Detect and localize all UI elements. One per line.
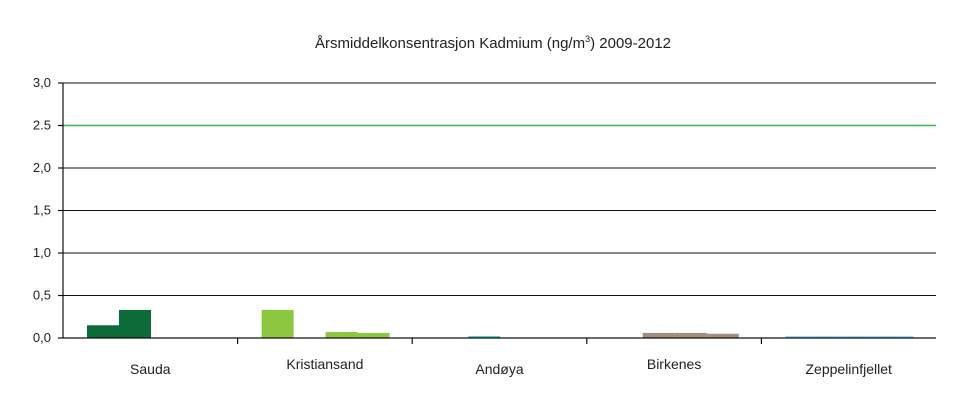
bar (119, 309, 151, 338)
bar (357, 332, 390, 338)
bars (87, 309, 914, 338)
bar (785, 336, 818, 338)
y-tick-labels: 0,0 0,5 1,0 1,5 2,0 2.5 3,0 (33, 75, 51, 345)
bar (849, 336, 882, 338)
bar (325, 332, 358, 338)
category-labels: Sauda Kristiansand Andøya Birkenes Zeppelinf… (130, 356, 892, 377)
category-label: Andøya (475, 361, 523, 377)
y-tick-label: 1,0 (33, 245, 51, 260)
bar (642, 332, 675, 338)
bar (468, 336, 501, 338)
chart-title-superscript: 3 (585, 34, 590, 44)
chart-title-main: Årsmiddelkonsentrasjon Kadmium (ng/m (315, 35, 585, 52)
bar (817, 336, 850, 338)
bar (881, 336, 914, 338)
chart-title: Årsmiddelkonsentrasjon Kadmium (ng/m3) 2… (315, 34, 671, 52)
category-label: Kristiansand (286, 356, 363, 372)
gridlines (63, 82, 936, 296)
y-tick-label: 0,5 (33, 288, 51, 303)
y-tick-label: 3,0 (33, 75, 51, 90)
axes (58, 82, 936, 344)
category-label: Zeppelinfjellet (806, 361, 892, 377)
category-label: Birkenes (647, 356, 701, 372)
y-tick-label: 1,5 (33, 203, 51, 218)
chart-title-suffix: ) 2009-2012 (590, 35, 671, 52)
y-tick-label: 2,0 (33, 160, 51, 175)
y-tick-label: 0,0 (33, 330, 51, 345)
bar (674, 332, 707, 338)
category-label: Sauda (130, 361, 171, 377)
bar (706, 333, 739, 338)
y-tick-label: 2.5 (33, 118, 51, 133)
bar (261, 309, 294, 338)
bar (87, 325, 119, 338)
